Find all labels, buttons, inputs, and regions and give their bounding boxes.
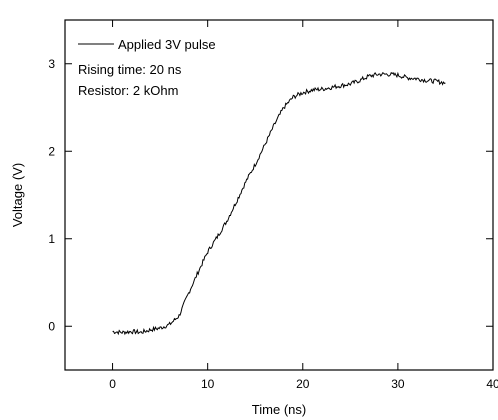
y-tick-label: 0 [48, 319, 55, 333]
annotation-resistor: Resistor: 2 kOhm [78, 83, 178, 98]
y-tick-label: 1 [48, 232, 55, 246]
annotation-rising-time: Rising time: 20 ns [78, 62, 182, 77]
x-tick-label: 30 [391, 377, 405, 391]
y-tick-label: 2 [48, 144, 55, 158]
x-axis-label: Time (ns) [252, 402, 306, 417]
plot-frame [64, 19, 494, 371]
x-tick-label: 40 [486, 377, 498, 391]
y-axis-ticks: 0 1 2 3 [48, 57, 493, 333]
x-tick-label: 20 [296, 377, 310, 391]
x-tick-label: 10 [201, 377, 215, 391]
x-axis-ticks: 0 10 20 30 40 [109, 20, 498, 391]
series-line-applied-3v-pulse [112, 71, 446, 336]
y-axis-label: Voltage (V) [10, 163, 25, 227]
x-tick-label: 0 [109, 377, 116, 391]
y-tick-label: 3 [48, 57, 55, 71]
legend-label: Applied 3V pulse [118, 37, 216, 52]
